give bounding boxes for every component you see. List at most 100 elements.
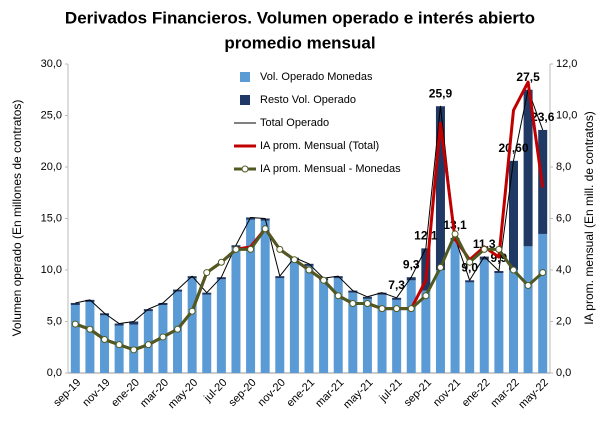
line-marker (71, 320, 79, 328)
y2-tick-label: 4,0 (556, 264, 571, 276)
y2-tick-label: 2,0 (556, 315, 571, 327)
line-marker (144, 341, 152, 349)
data-label: 27,5 (516, 70, 540, 84)
x-tick-label: nov-20 (256, 377, 288, 409)
bar (275, 276, 285, 279)
bar (100, 315, 110, 373)
legend-label: Vol. Operado Monedas (260, 71, 373, 83)
bar (143, 309, 153, 312)
line-marker (407, 305, 415, 313)
y-tick-label: 5,0 (47, 315, 62, 327)
x-tick-label: mar-21 (313, 377, 346, 410)
y2-tick-label: 0,0 (556, 367, 571, 379)
data-label: 7,3 (388, 278, 405, 292)
legend-swatch (240, 95, 250, 105)
data-label: 9,0 (461, 260, 478, 274)
bar (465, 282, 475, 373)
data-label: 9,3 (403, 257, 420, 271)
x-tick-label: ene-20 (109, 377, 142, 410)
line-marker (480, 245, 488, 253)
x-tick-label: sep-19 (51, 377, 83, 409)
x-tick-label: nov-19 (80, 377, 112, 409)
bar (304, 263, 314, 266)
bar (114, 323, 124, 326)
line-marker (349, 299, 357, 307)
x-tick-label: sep-20 (226, 377, 258, 409)
x-tick-label: mar-20 (138, 377, 171, 410)
bar (377, 294, 387, 373)
line-marker (130, 346, 138, 354)
bar (479, 259, 489, 373)
bar (377, 292, 387, 295)
y-tick-label: 15,0 (41, 212, 62, 224)
y-axis-label: Volumen operado (En millones de contrato… (10, 100, 24, 337)
y-tick-label: 20,0 (41, 161, 62, 173)
line-marker (363, 299, 371, 307)
bar (129, 321, 139, 325)
bar (508, 160, 518, 270)
line-marker (232, 245, 240, 253)
line-marker (334, 292, 342, 300)
bar (304, 265, 314, 373)
x-tick-label: may-20 (166, 377, 200, 411)
bar (158, 302, 168, 306)
line-marker (290, 256, 298, 264)
y-tick-label: 30,0 (41, 58, 62, 70)
data-label: 25,9 (429, 86, 453, 100)
bar (348, 292, 358, 373)
data-label: 12,1 (414, 229, 438, 243)
bar (479, 256, 489, 260)
line-marker (188, 307, 196, 315)
bar (508, 270, 518, 373)
data-label: 23,6 (531, 110, 555, 124)
line-marker (86, 325, 94, 333)
bar (465, 280, 475, 283)
bar (392, 297, 402, 300)
line-marker (217, 258, 225, 266)
line-marker (174, 325, 182, 333)
bar (100, 313, 110, 316)
x-tick-label: nov-21 (431, 377, 463, 409)
bar (173, 289, 183, 292)
legend-label: IA prom. Mensual - Monedas (260, 163, 401, 175)
line-marker (466, 258, 474, 266)
bar (85, 299, 95, 302)
bar (333, 276, 343, 279)
bar (333, 278, 343, 373)
chart-title: promedio mensual (224, 33, 375, 52)
bar (523, 89, 533, 247)
x-tick-label: ene-21 (284, 377, 317, 410)
line-marker (539, 269, 547, 277)
line-marker (203, 269, 211, 277)
bar (523, 246, 533, 373)
legend-swatch (241, 165, 249, 173)
bar (435, 106, 445, 270)
y2-tick-label: 12,0 (556, 58, 577, 70)
bar (114, 325, 124, 373)
bar (362, 298, 372, 373)
x-tick-label: may-21 (341, 377, 375, 411)
bar (231, 247, 241, 373)
bar (435, 270, 445, 373)
bar (392, 299, 402, 373)
bar (70, 305, 80, 373)
line-marker (276, 245, 284, 253)
line-marker (115, 341, 123, 349)
line-marker (247, 245, 255, 253)
line (75, 89, 544, 325)
bar (406, 277, 416, 281)
legend-label: IA prom. Mensual (Total) (260, 140, 379, 152)
bar (260, 220, 270, 373)
legend-swatch (240, 72, 250, 82)
line-marker (495, 245, 503, 253)
bar (216, 277, 226, 280)
y2-tick-label: 6,0 (556, 212, 571, 224)
line-marker (261, 225, 269, 233)
bar (275, 278, 285, 373)
data-label: 20,60 (498, 141, 528, 155)
line-marker (422, 292, 430, 300)
y-tick-label: 10,0 (41, 264, 62, 276)
line-marker (378, 305, 386, 313)
bar (362, 296, 372, 299)
line-marker (305, 266, 313, 274)
